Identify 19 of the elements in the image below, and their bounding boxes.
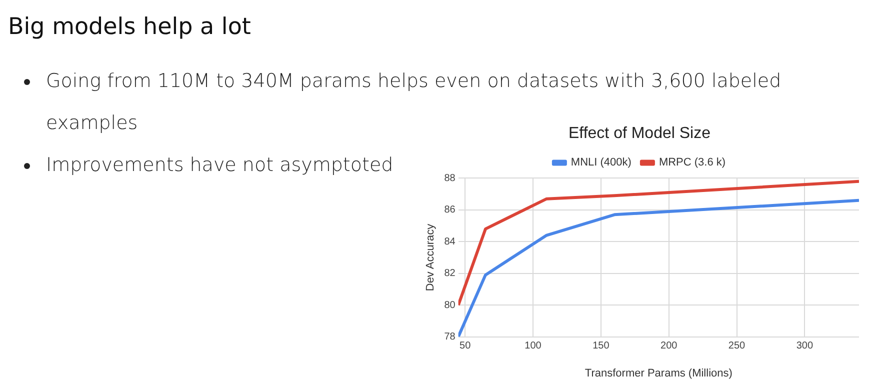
x-tick-label: 200: [660, 340, 678, 352]
text: Improvements have not asymptoted: [22, 144, 406, 186]
y-tick-label: 84: [444, 236, 456, 248]
x-tick-label: 150: [592, 340, 610, 352]
x-tick-label: 50: [460, 340, 472, 352]
legend-label: MNLI (400k): [570, 156, 632, 169]
chart-title: Effect of Model Size: [568, 125, 711, 142]
legend-label: MRPC (3.6 k): [658, 156, 726, 169]
text: Big models help a lot: [8, 14, 251, 40]
y-tick-label: 82: [444, 268, 456, 280]
x-tick-label: 100: [524, 340, 542, 352]
y-tick-label: 80: [444, 300, 456, 311]
y-tick-label: 88: [444, 172, 456, 184]
y-tick-label: 86: [444, 204, 456, 216]
y-tick-label: 78: [444, 332, 456, 343]
x-tick-label: 250: [728, 340, 746, 352]
y-axis-title: Dev Accuracy: [424, 223, 437, 292]
x-axis-title: Transformer Params (Millions): [584, 367, 732, 380]
x-tick-label: 300: [796, 340, 814, 352]
